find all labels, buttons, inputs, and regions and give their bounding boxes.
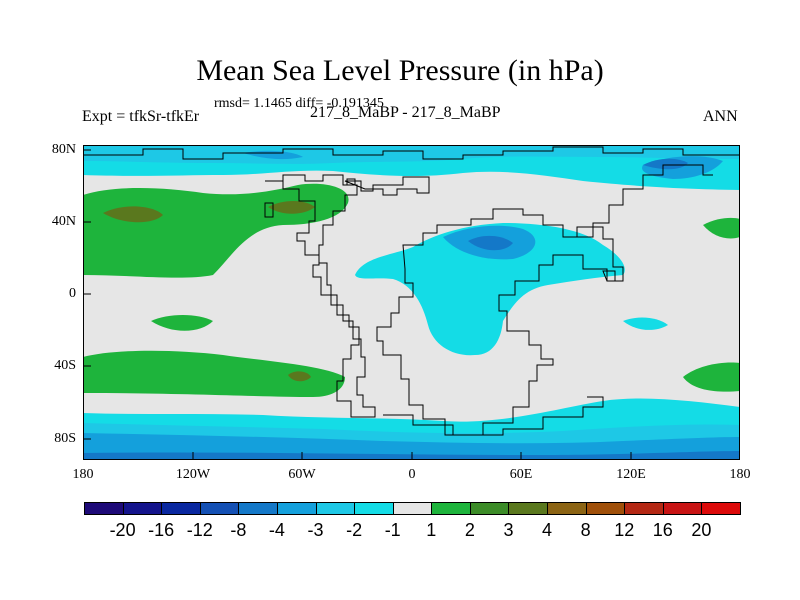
- lon-tick-label: 60W: [288, 467, 316, 482]
- colorbar-swatch: [508, 502, 549, 515]
- north-dark-green-core-east: [268, 201, 315, 214]
- coastline-small-island-2: [346, 178, 356, 186]
- colorbar-label: 16: [652, 520, 673, 540]
- axis-ticks: [83, 149, 740, 460]
- lon-tick-label: 0: [408, 467, 416, 482]
- colorbar-label: -8: [230, 520, 247, 540]
- colorbar-swatch: [276, 502, 317, 515]
- colorbar-label: -3: [307, 520, 324, 540]
- season-label: ANN: [703, 108, 738, 125]
- colorbar-label: 12: [614, 520, 635, 540]
- lat-tick-label: 40S: [54, 358, 76, 373]
- south-green-high-east: [683, 362, 740, 392]
- coastline-peninsula: [602, 270, 616, 282]
- colorbar-label: -4: [268, 520, 285, 540]
- colorbar-swatch: [199, 502, 240, 515]
- colorbar-label: 8: [580, 520, 591, 540]
- lat-tick-label: 80S: [54, 431, 76, 446]
- coastline-asia-east: [577, 164, 713, 238]
- north-green-high-east: [703, 217, 740, 239]
- coastline-africa-eurasia: [376, 208, 624, 436]
- south-dark-green-core: [288, 371, 311, 382]
- stats-label: rmsd= 1.1465 diff= -0.191345: [214, 96, 384, 111]
- colorbar-swatch: [161, 502, 201, 515]
- colorbar-label: -16: [148, 520, 175, 540]
- lon-tick-label: 180: [72, 467, 94, 482]
- colorbar-swatch: [354, 502, 394, 515]
- colorbar-swatch: [662, 502, 703, 515]
- central-mid-blue-core: [468, 235, 513, 251]
- coastline-antarctica: [383, 396, 604, 436]
- colorbar-label: -12: [186, 520, 213, 540]
- north-pacific-cyan: [251, 145, 333, 150]
- colorbar-swatch: [624, 502, 664, 515]
- north-dark-green-core-west: [103, 206, 163, 223]
- lon-tick-label: 120E: [616, 467, 646, 482]
- central-cyan-low: [355, 223, 625, 356]
- lat-tick-label: 80N: [51, 142, 76, 157]
- colorbar-swatch: [238, 502, 278, 515]
- tropical-green-west: [151, 315, 213, 331]
- arctic-mid-blue-patch: [643, 158, 688, 170]
- chart-title: Mean Sea Level Pressure (in hPa): [196, 54, 604, 87]
- south-green-high: [83, 350, 345, 397]
- lon-tick-label: 120W: [175, 467, 211, 482]
- colorbar-swatch: [547, 502, 587, 515]
- colorbar-swatch: [701, 502, 741, 515]
- colorbar-swatch: [392, 502, 433, 515]
- colorbar-label: 3: [503, 520, 514, 540]
- lat-tick-label: 0: [69, 286, 76, 301]
- colorbar-label: -1: [384, 520, 401, 540]
- arctic-cyan-band: [83, 145, 740, 164]
- lon-tick-label: 180: [729, 467, 751, 482]
- coastlines: [83, 146, 740, 436]
- coastline-americas: [265, 174, 376, 418]
- colorbar-swatch: [315, 502, 356, 515]
- colorbar-swatch: [469, 502, 510, 515]
- coastline-greenland: [344, 176, 430, 196]
- colorbar-label: 2: [464, 520, 475, 540]
- colorbar-swatch: [585, 502, 626, 515]
- colorbar-swatch: [84, 502, 124, 515]
- colorbar-swatch: [431, 502, 471, 515]
- colorbar-label: 1: [426, 520, 437, 540]
- period-label: 217_8_MaBP - 217_8_MaBP: [310, 104, 501, 121]
- colorbar-label: -20: [109, 520, 136, 540]
- lat-tick-label: 40N: [51, 214, 76, 229]
- coastline-small-island-1: [264, 202, 274, 218]
- pressure-map: [83, 145, 740, 460]
- colorbar-label: 4: [542, 520, 553, 540]
- tropical-cyan-east: [623, 317, 668, 330]
- coastline-north: [83, 146, 740, 160]
- experiment-label: Expt = tfkSr-tfkEr: [82, 108, 200, 125]
- colorbar-label: 20: [691, 520, 712, 540]
- colorbar-label: -2: [346, 520, 363, 540]
- colorbar-swatch: [122, 502, 163, 515]
- lon-tick-label: 60E: [509, 467, 533, 482]
